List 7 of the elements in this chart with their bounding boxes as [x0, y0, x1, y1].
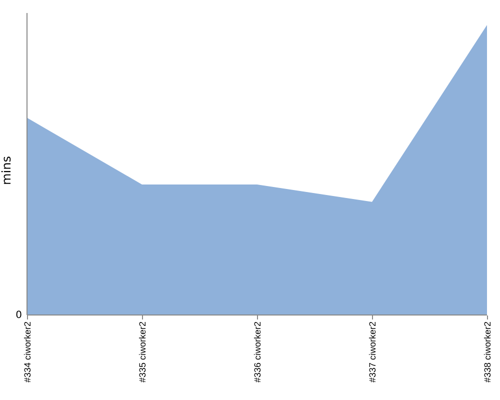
x-tick-label: #334 ciworker2 [22, 322, 32, 383]
text: 0 [16, 310, 22, 321]
x-tick-label: #337 ciworker2 [368, 322, 378, 383]
y-axis-title: mins [0, 156, 14, 185]
x-tick-label: #338 ciworker2 [482, 322, 492, 383]
x-tick-label: #336 ciworker2 [252, 322, 262, 383]
x-tick-label: #335 ciworker2 [138, 322, 148, 383]
